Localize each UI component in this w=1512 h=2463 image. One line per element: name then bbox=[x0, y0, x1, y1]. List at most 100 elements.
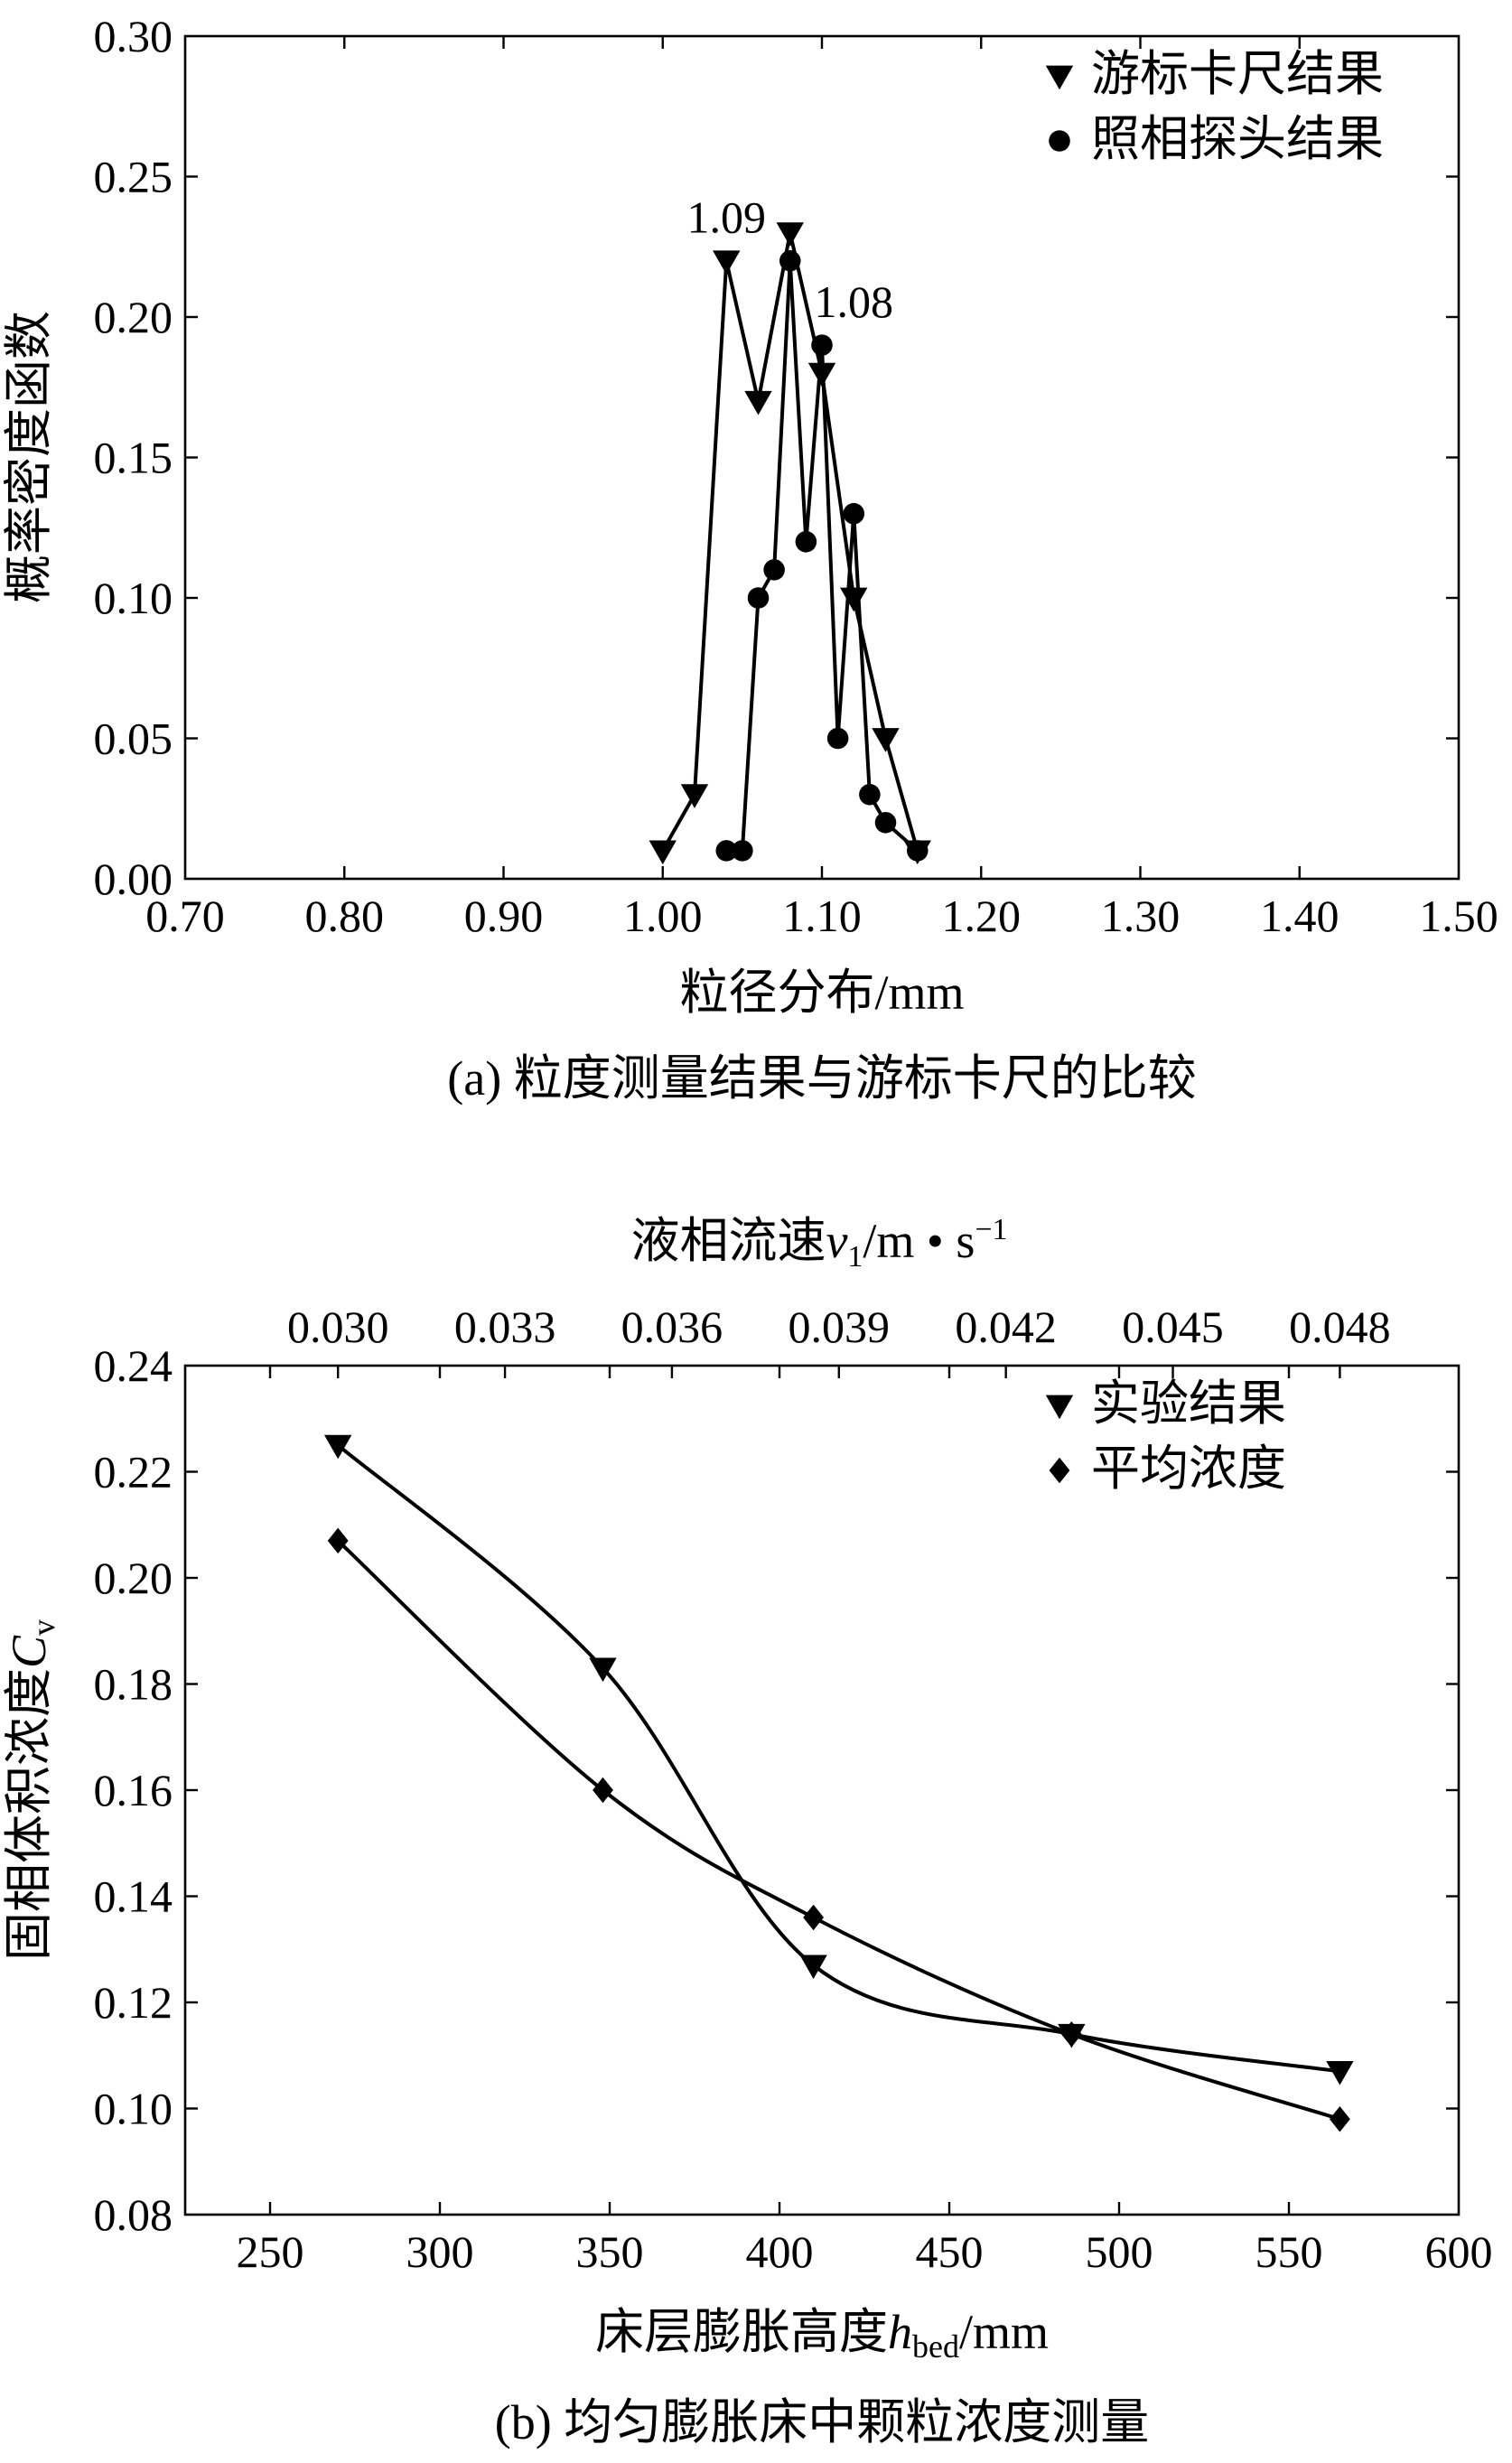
chart-b-caption: (b) 均匀膨胀床中颗粒浓度测量 bbox=[495, 2395, 1149, 2449]
legend-marker-diamond bbox=[1049, 1457, 1070, 1484]
y-tick-label: 0.12 bbox=[94, 1977, 173, 2028]
top-x-tick-label: 0.030 bbox=[287, 1301, 389, 1352]
chart-b-y-axis: 0.08 0.10 0.12 0.14 0.16 0.18 0.20 0.22 0.24 bbox=[94, 1340, 1459, 2240]
top-x-tick-label: 0.042 bbox=[955, 1301, 1057, 1352]
data-point-circle bbox=[906, 840, 929, 862]
chart-a-caption: (a) 粒度测量结果与游标卡尺的比较 bbox=[447, 1051, 1196, 1106]
chart-a-y-axis: 0.00 0.05 0.10 0.15 0.20 0.25 0.30 bbox=[94, 11, 1459, 904]
x-tick-label: 250 bbox=[237, 2226, 304, 2277]
y-tick-label: 0.22 bbox=[94, 1447, 173, 1497]
top-x-tick-label: 0.036 bbox=[621, 1301, 723, 1352]
y-tick-label: 0.05 bbox=[94, 714, 173, 764]
legend-marker-circle bbox=[1049, 130, 1070, 152]
legend-marker-triangle-down bbox=[1045, 65, 1074, 90]
legend-marker-triangle-down bbox=[1045, 1395, 1074, 1420]
x-tick-label: 1.00 bbox=[623, 891, 703, 941]
y-tick-label: 0.16 bbox=[94, 1765, 173, 1815]
data-point-triangle-down bbox=[799, 1955, 827, 1980]
series-line-1 bbox=[336, 1443, 1340, 2074]
chart-b: 液相流速v1/m • s−1 0.030 0.033 0.036 0.039 0.042… bbox=[2, 1213, 1493, 2449]
top-x-tick-label: 0.033 bbox=[454, 1301, 556, 1352]
y-tick-label: 0.20 bbox=[94, 1553, 173, 1603]
data-point-triangle-down bbox=[324, 1434, 352, 1460]
chart-a: 0.70 0.80 0.90 1.00 1.10 1.20 1.30 1.40 1.50 0.0… bbox=[2, 11, 1498, 1106]
data-point-triangle-down bbox=[840, 587, 868, 612]
y-tick-label: 0.15 bbox=[94, 433, 173, 483]
data-label: 1.08 bbox=[815, 276, 894, 327]
data-point-circle bbox=[795, 531, 817, 553]
x-tick-label: 1.40 bbox=[1260, 891, 1339, 941]
x-tick-label: 1.20 bbox=[942, 891, 1022, 941]
x-tick-label: 0.90 bbox=[464, 891, 544, 941]
data-point-triangle-down bbox=[649, 840, 677, 865]
data-point-circle bbox=[843, 502, 865, 525]
x-tick-label: 1.10 bbox=[782, 891, 862, 941]
y-tick-label: 0.30 bbox=[94, 11, 173, 61]
x-tick-label: 1.50 bbox=[1419, 891, 1498, 941]
data-label: 1.09 bbox=[687, 192, 767, 243]
y-tick-label: 0.24 bbox=[94, 1340, 173, 1391]
legend-label: 实验结果 bbox=[1091, 1376, 1286, 1431]
data-point-circle bbox=[826, 727, 849, 750]
data-point-circle bbox=[811, 334, 833, 356]
data-point-triangle-down bbox=[1326, 2060, 1354, 2085]
x-tick-label: 400 bbox=[746, 2226, 814, 2277]
chart-a-y-label: 概率密度函数 bbox=[2, 311, 56, 603]
data-point-diamond bbox=[1330, 2106, 1350, 2132]
y-tick-label: 0.18 bbox=[94, 1659, 173, 1710]
chart-a-series bbox=[649, 222, 931, 865]
chart-b-y-label: 固相体积浓度Cv bbox=[2, 1619, 61, 1961]
data-point-circle bbox=[747, 587, 770, 609]
top-x-tick-label: 0.045 bbox=[1122, 1301, 1224, 1352]
legend-label: 游标卡尺结果 bbox=[1091, 47, 1384, 101]
data-point-circle bbox=[874, 812, 897, 834]
legend-label: 照相探头结果 bbox=[1091, 112, 1384, 166]
data-point-triangle-down bbox=[872, 728, 900, 752]
data-point-circle bbox=[732, 840, 753, 862]
top-x-tick-label: 0.048 bbox=[1289, 1301, 1391, 1352]
data-point-circle bbox=[715, 840, 738, 862]
chart-b-series bbox=[324, 1434, 1354, 2132]
legend-label: 平均浓度 bbox=[1091, 1441, 1286, 1496]
y-tick-label: 0.00 bbox=[94, 854, 173, 904]
x-tick-label: 1.30 bbox=[1101, 891, 1181, 941]
chart-a-x-label: 粒径分布/mm bbox=[679, 966, 964, 1020]
chart-b-x-axis: 250 300 350 400 450 500 550 600 bbox=[237, 1366, 1493, 2277]
data-point-triangle-down bbox=[744, 390, 772, 415]
x-tick-label: 500 bbox=[1086, 2226, 1153, 2277]
x-tick-label: 0.80 bbox=[305, 891, 385, 941]
data-point-circle bbox=[779, 250, 801, 272]
x-tick-label: 450 bbox=[916, 2226, 984, 2277]
chart-a-annotations: 1.09 1.08 bbox=[687, 192, 894, 327]
top-x-tick-label: 0.039 bbox=[789, 1301, 891, 1352]
data-point-circle bbox=[763, 559, 785, 581]
data-point-diamond bbox=[803, 1904, 824, 1931]
chart-b-x-label: 床层膨胀高度hbed/mm bbox=[595, 2305, 1049, 2365]
x-tick-label: 600 bbox=[1425, 2226, 1493, 2277]
data-point-triangle-down bbox=[680, 784, 709, 808]
data-point-circle bbox=[859, 783, 881, 806]
y-tick-label: 0.25 bbox=[94, 152, 173, 202]
data-point-triangle-down bbox=[776, 222, 804, 247]
y-tick-label: 0.10 bbox=[94, 573, 173, 623]
y-tick-label: 0.10 bbox=[94, 2084, 173, 2134]
data-point-diamond bbox=[593, 1777, 613, 1804]
y-tick-label: 0.20 bbox=[94, 292, 173, 342]
data-point-triangle-down bbox=[713, 250, 741, 275]
chart-a-x-axis: 0.70 0.80 0.90 1.00 1.10 1.20 1.30 1.40 1.50 bbox=[145, 36, 1498, 941]
y-tick-label: 0.08 bbox=[94, 2189, 173, 2240]
x-tick-label: 0.70 bbox=[145, 891, 225, 941]
x-tick-label: 550 bbox=[1255, 2226, 1323, 2277]
x-tick-label: 350 bbox=[576, 2226, 644, 2277]
data-point-triangle-down bbox=[589, 1657, 617, 1683]
x-tick-label: 300 bbox=[406, 2226, 474, 2277]
chart-b-top-x-axis: 0.030 0.033 0.036 0.039 0.042 0.045 0.048 bbox=[287, 1301, 1391, 1378]
series-line-2 bbox=[336, 1539, 1341, 2122]
data-point-diamond bbox=[327, 1527, 349, 1554]
y-tick-label: 0.14 bbox=[94, 1871, 173, 1922]
data-point-diamond bbox=[1060, 2021, 1082, 2048]
chart-b-top-x-label: 液相流速v1/m • s−1 bbox=[630, 1213, 1007, 1273]
